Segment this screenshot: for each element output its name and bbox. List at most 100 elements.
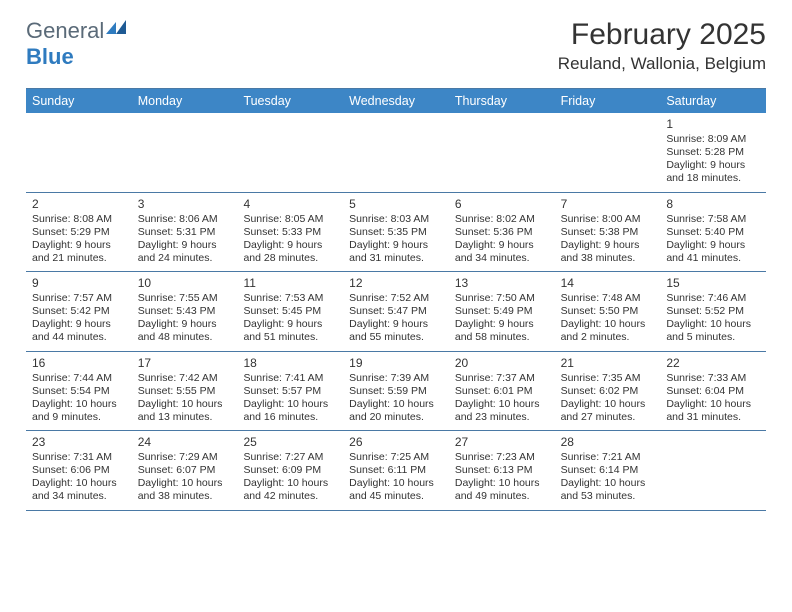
- day-number: 1: [666, 117, 760, 132]
- day-cell: 9Sunrise: 7:57 AMSunset: 5:42 PMDaylight…: [26, 272, 132, 351]
- day-info-line: Daylight: 9 hours and 28 minutes.: [243, 239, 337, 265]
- day-cell: 7Sunrise: 8:00 AMSunset: 5:38 PMDaylight…: [555, 193, 661, 272]
- day-info-line: Sunrise: 8:02 AM: [455, 213, 549, 226]
- day-number: 17: [138, 356, 232, 371]
- day-number: 27: [455, 435, 549, 450]
- day-info-line: Daylight: 10 hours and 16 minutes.: [243, 398, 337, 424]
- day-info-line: Sunrise: 7:25 AM: [349, 451, 443, 464]
- dayhead-sat: Saturday: [660, 94, 766, 108]
- day-info-line: Sunset: 5:36 PM: [455, 226, 549, 239]
- day-cell: [555, 113, 661, 192]
- day-info-line: Sunset: 5:52 PM: [666, 305, 760, 318]
- calendar: Sunday Monday Tuesday Wednesday Thursday…: [26, 88, 766, 511]
- day-info-line: Sunset: 6:06 PM: [32, 464, 126, 477]
- day-cell: 25Sunrise: 7:27 AMSunset: 6:09 PMDayligh…: [237, 431, 343, 510]
- day-cell: 22Sunrise: 7:33 AMSunset: 6:04 PMDayligh…: [660, 352, 766, 431]
- day-info-line: Sunset: 5:55 PM: [138, 385, 232, 398]
- day-info-line: Daylight: 9 hours and 48 minutes.: [138, 318, 232, 344]
- day-number: 21: [561, 356, 655, 371]
- day-cell: 12Sunrise: 7:52 AMSunset: 5:47 PMDayligh…: [343, 272, 449, 351]
- logo-text: General Blue: [26, 18, 128, 70]
- day-info-line: Sunset: 5:57 PM: [243, 385, 337, 398]
- day-info-line: Sunrise: 8:00 AM: [561, 213, 655, 226]
- week-row: 23Sunrise: 7:31 AMSunset: 6:06 PMDayligh…: [26, 431, 766, 511]
- day-cell: 6Sunrise: 8:02 AMSunset: 5:36 PMDaylight…: [449, 193, 555, 272]
- day-info-line: Sunrise: 7:27 AM: [243, 451, 337, 464]
- day-number: 25: [243, 435, 337, 450]
- title-block: February 2025 Reuland, Wallonia, Belgium: [558, 18, 766, 74]
- day-info-line: Sunset: 5:43 PM: [138, 305, 232, 318]
- day-number: 20: [455, 356, 549, 371]
- day-cell: 13Sunrise: 7:50 AMSunset: 5:49 PMDayligh…: [449, 272, 555, 351]
- day-number: 19: [349, 356, 443, 371]
- day-info-line: Daylight: 10 hours and 9 minutes.: [32, 398, 126, 424]
- day-info-line: Daylight: 9 hours and 34 minutes.: [455, 239, 549, 265]
- day-info-line: Daylight: 9 hours and 44 minutes.: [32, 318, 126, 344]
- day-info-line: Daylight: 9 hours and 24 minutes.: [138, 239, 232, 265]
- day-number: 7: [561, 197, 655, 212]
- day-info-line: Daylight: 10 hours and 2 minutes.: [561, 318, 655, 344]
- day-info-line: Daylight: 9 hours and 58 minutes.: [455, 318, 549, 344]
- day-number: 5: [349, 197, 443, 212]
- day-info-line: Sunrise: 8:03 AM: [349, 213, 443, 226]
- dayhead-wed: Wednesday: [343, 94, 449, 108]
- day-info-line: Sunset: 5:28 PM: [666, 146, 760, 159]
- day-info-line: Sunset: 5:45 PM: [243, 305, 337, 318]
- location: Reuland, Wallonia, Belgium: [558, 54, 766, 74]
- day-cell: 3Sunrise: 8:06 AMSunset: 5:31 PMDaylight…: [132, 193, 238, 272]
- day-cell: [449, 113, 555, 192]
- day-number: 26: [349, 435, 443, 450]
- day-cell: [343, 113, 449, 192]
- day-info-line: Sunset: 6:11 PM: [349, 464, 443, 477]
- day-info-line: Sunset: 5:54 PM: [32, 385, 126, 398]
- dayhead-sun: Sunday: [26, 94, 132, 108]
- day-cell: 10Sunrise: 7:55 AMSunset: 5:43 PMDayligh…: [132, 272, 238, 351]
- day-info-line: Sunset: 5:29 PM: [32, 226, 126, 239]
- day-info-line: Sunset: 5:59 PM: [349, 385, 443, 398]
- day-cell: 5Sunrise: 8:03 AMSunset: 5:35 PMDaylight…: [343, 193, 449, 272]
- day-info-line: Sunset: 6:04 PM: [666, 385, 760, 398]
- day-info-line: Sunrise: 7:58 AM: [666, 213, 760, 226]
- day-info-line: Sunrise: 7:55 AM: [138, 292, 232, 305]
- day-number: 10: [138, 276, 232, 291]
- day-info-line: Sunrise: 8:06 AM: [138, 213, 232, 226]
- day-info-line: Daylight: 10 hours and 42 minutes.: [243, 477, 337, 503]
- day-cell: 14Sunrise: 7:48 AMSunset: 5:50 PMDayligh…: [555, 272, 661, 351]
- day-cell: 15Sunrise: 7:46 AMSunset: 5:52 PMDayligh…: [660, 272, 766, 351]
- day-number: 28: [561, 435, 655, 450]
- day-info-line: Daylight: 10 hours and 45 minutes.: [349, 477, 443, 503]
- day-info-line: Sunset: 5:47 PM: [349, 305, 443, 318]
- day-cell: 24Sunrise: 7:29 AMSunset: 6:07 PMDayligh…: [132, 431, 238, 510]
- day-info-line: Daylight: 9 hours and 41 minutes.: [666, 239, 760, 265]
- day-info-line: Sunrise: 7:53 AM: [243, 292, 337, 305]
- day-header-row: Sunday Monday Tuesday Wednesday Thursday…: [26, 89, 766, 113]
- day-info-line: Sunrise: 7:21 AM: [561, 451, 655, 464]
- weeks-container: 1Sunrise: 8:09 AMSunset: 5:28 PMDaylight…: [26, 113, 766, 511]
- day-number: 11: [243, 276, 337, 291]
- day-info-line: Daylight: 10 hours and 5 minutes.: [666, 318, 760, 344]
- logo: General Blue: [26, 18, 128, 70]
- day-info-line: Sunrise: 7:35 AM: [561, 372, 655, 385]
- day-info-line: Sunrise: 7:37 AM: [455, 372, 549, 385]
- day-number: 9: [32, 276, 126, 291]
- day-number: 14: [561, 276, 655, 291]
- day-number: 4: [243, 197, 337, 212]
- day-cell: 20Sunrise: 7:37 AMSunset: 6:01 PMDayligh…: [449, 352, 555, 431]
- day-info-line: Daylight: 10 hours and 20 minutes.: [349, 398, 443, 424]
- dayhead-mon: Monday: [132, 94, 238, 108]
- logo-mark-icon: [106, 14, 128, 40]
- day-cell: 23Sunrise: 7:31 AMSunset: 6:06 PMDayligh…: [26, 431, 132, 510]
- day-cell: 26Sunrise: 7:25 AMSunset: 6:11 PMDayligh…: [343, 431, 449, 510]
- week-row: 9Sunrise: 7:57 AMSunset: 5:42 PMDaylight…: [26, 272, 766, 352]
- day-number: 13: [455, 276, 549, 291]
- day-cell: 19Sunrise: 7:39 AMSunset: 5:59 PMDayligh…: [343, 352, 449, 431]
- day-info-line: Daylight: 9 hours and 38 minutes.: [561, 239, 655, 265]
- day-info-line: Daylight: 10 hours and 27 minutes.: [561, 398, 655, 424]
- day-info-line: Sunset: 5:50 PM: [561, 305, 655, 318]
- day-cell: 28Sunrise: 7:21 AMSunset: 6:14 PMDayligh…: [555, 431, 661, 510]
- day-number: 15: [666, 276, 760, 291]
- logo-word2: Blue: [26, 44, 74, 69]
- day-cell: [132, 113, 238, 192]
- day-info-line: Sunset: 6:14 PM: [561, 464, 655, 477]
- day-number: 12: [349, 276, 443, 291]
